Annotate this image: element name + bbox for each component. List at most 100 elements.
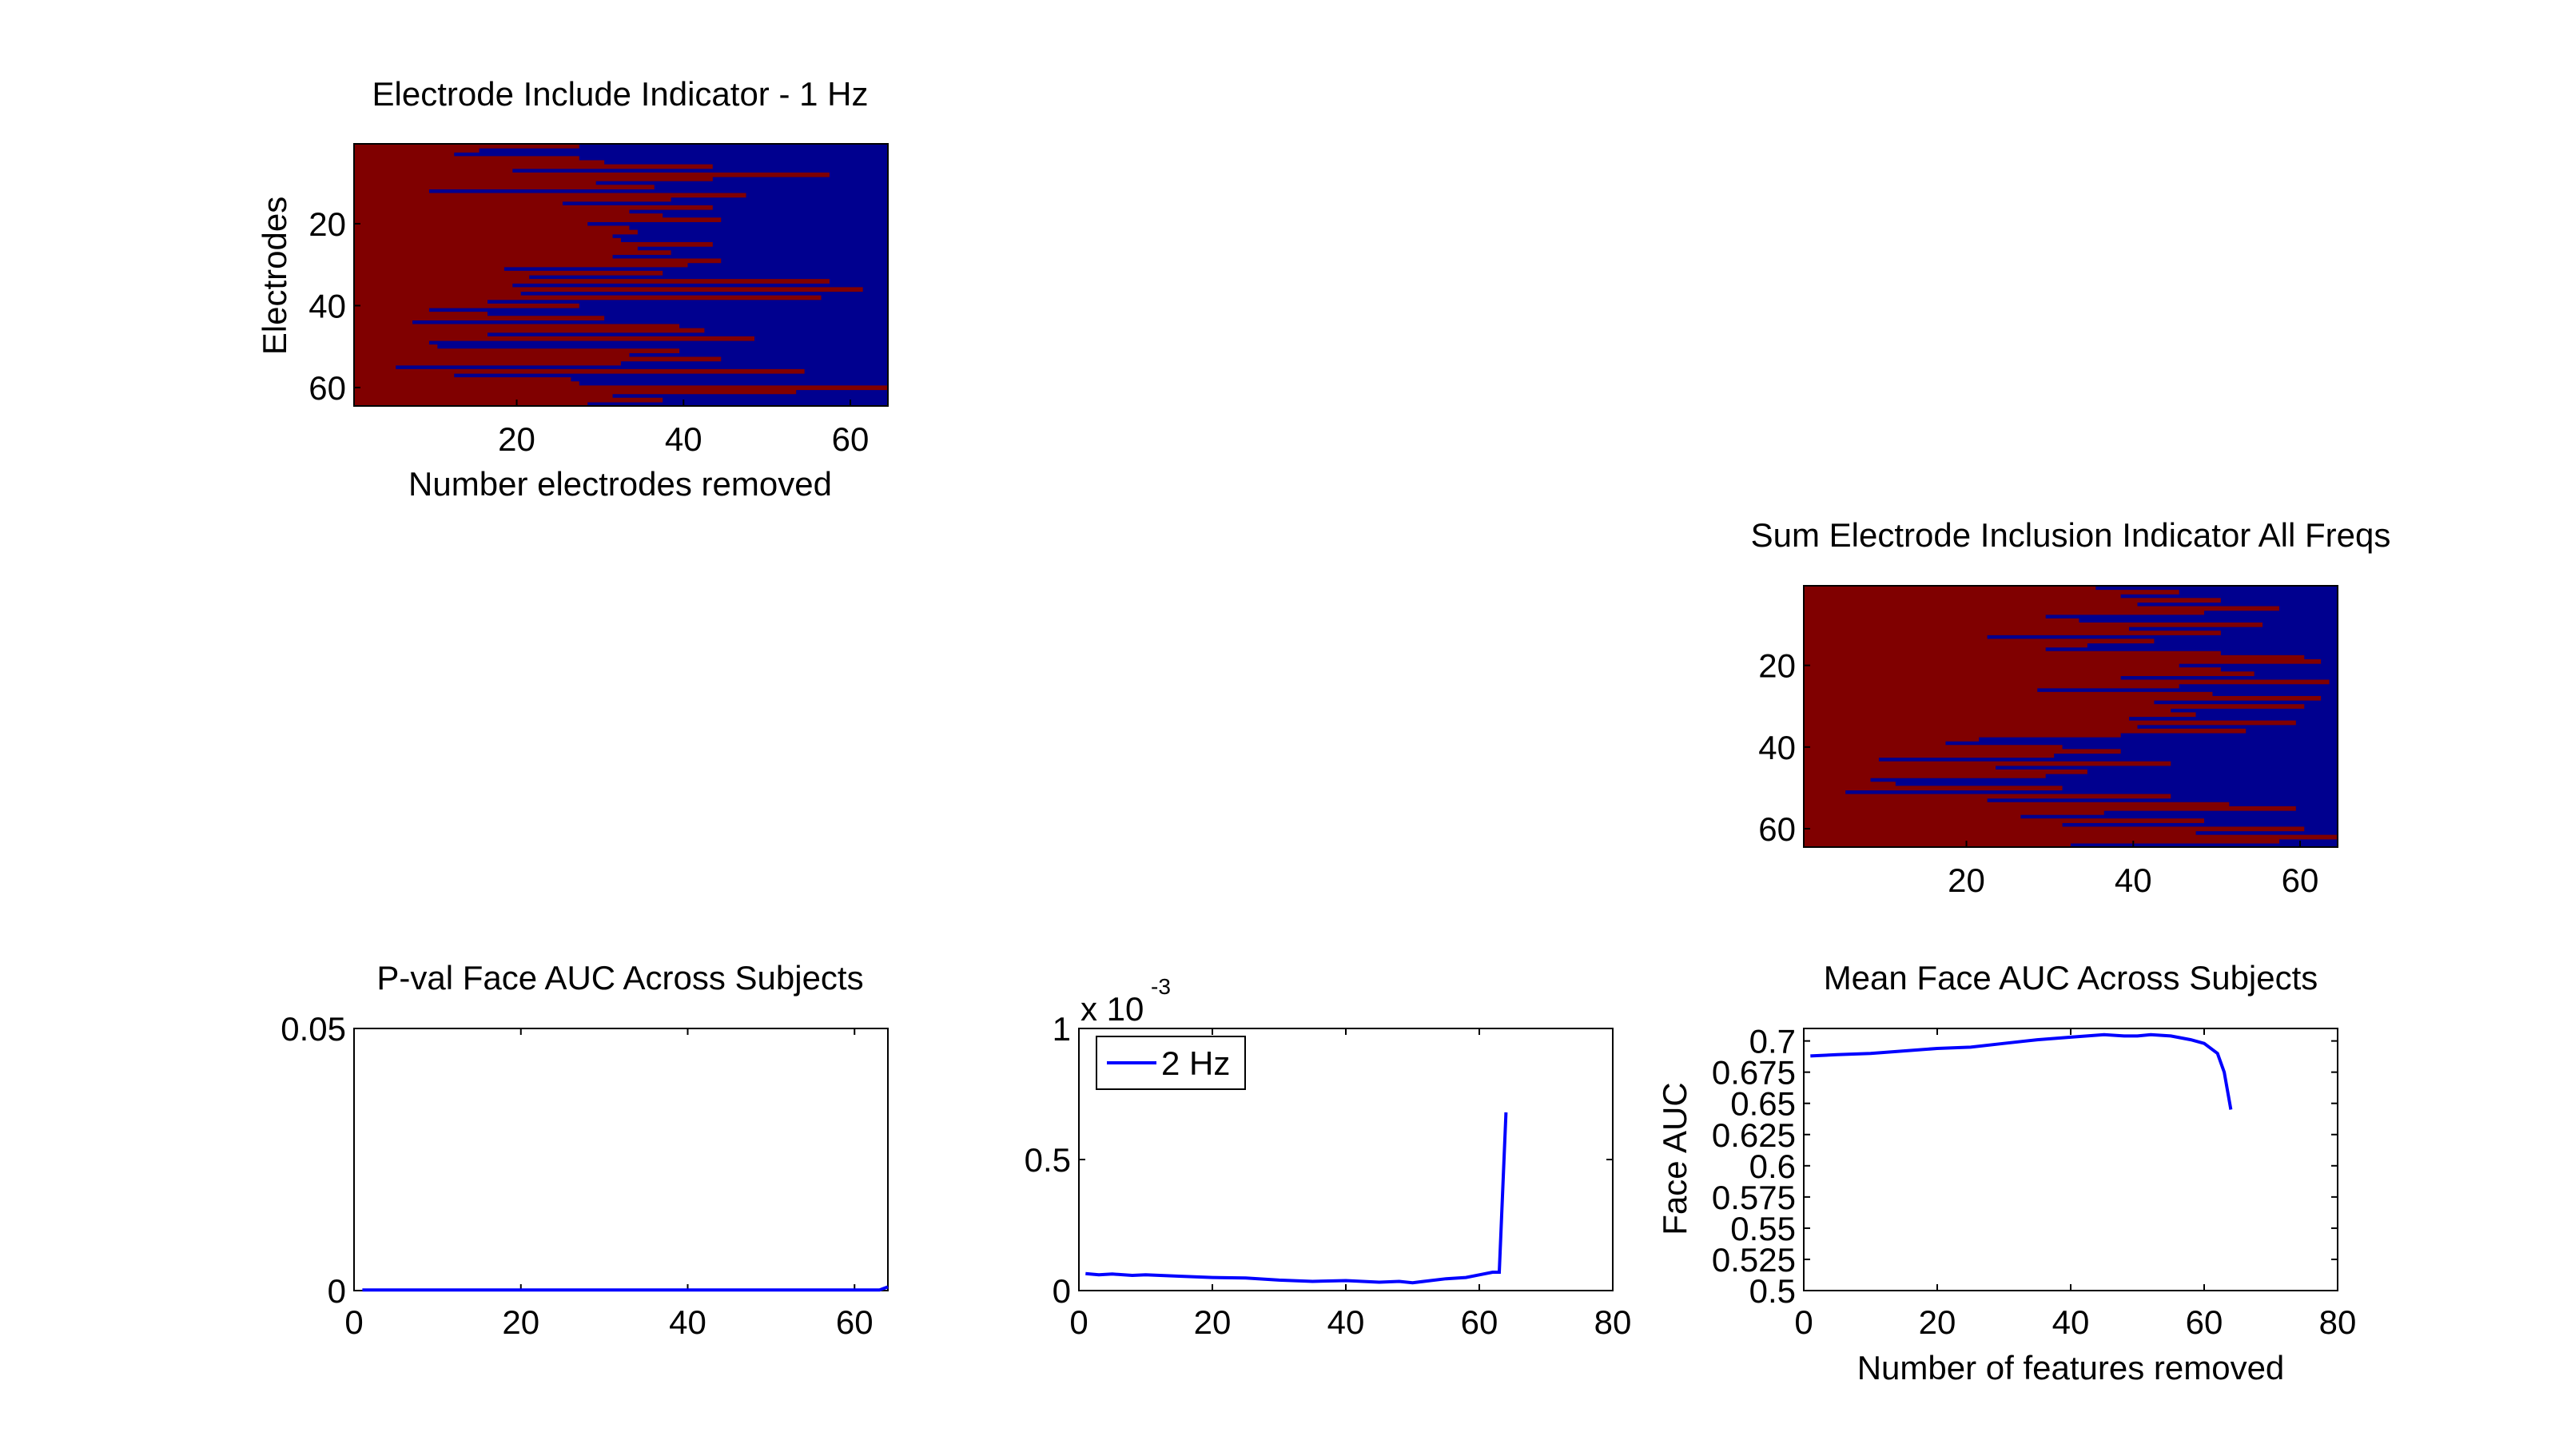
heatmap-allfreqs-row-58 [1804,818,2204,823]
pval2hz-exponent-power: -3 [1151,974,1171,999]
heatmap-1hz-row-14 [354,197,671,202]
pval2hz-xtick-label: 60 [1461,1303,1498,1341]
heatmap-1hz-row-44 [354,320,413,325]
heatmap-allfreqs-xtick-label: 40 [2115,861,2152,899]
heatmap-1hz-xlabel: Number electrodes removed [408,465,832,503]
pval2hz-xtick-label: 40 [1327,1303,1365,1341]
meanauc-ytick-label: 0.5 [1749,1272,1796,1310]
heatmap-1hz-row-5 [354,160,605,165]
meanauc-ytick-label: 0.55 [1730,1210,1796,1247]
heatmap-allfreqs-row-40 [1804,745,2063,750]
pval2hz-ytick-label: 0.5 [1025,1141,1071,1179]
pval-ytick-label: 0.05 [281,1010,346,1048]
pval-ytick-label: 0 [328,1272,346,1310]
heatmap-1hz-row-37 [354,291,521,296]
heatmap-allfreqs-row-27 [1804,691,2213,697]
heatmap-1hz-row-42 [354,312,488,316]
heatmap-1hz-row-64 [354,401,588,407]
heatmap-allfreqs-row-34 [1804,720,2296,726]
pval-ticks: 0 20 40 60 0 0.05 [281,1010,888,1341]
heatmap-allfreqs-row-54 [1804,802,2230,807]
heatmap-allfreqs-title: Sum Electrode Inclusion Indicator All Fr… [1751,516,2391,554]
heatmap-allfreqs-row-55 [1804,806,2296,811]
heatmap-allfreqs-row-39 [1804,741,1946,746]
heatmap-allfreqs-row-44 [1804,761,2171,766]
heatmap-allfreqs-row-64 [1804,842,2071,848]
meanauc-title: Mean Face AUC Across Subjects [1824,959,2318,997]
heatmap-1hz-cells [354,144,888,407]
meanauc-xtick-label: 0 [1794,1303,1813,1341]
meanauc-ytick-label: 0.65 [1730,1085,1796,1123]
heatmap-allfreqs-row-31 [1804,708,2171,713]
heatmap-1hz-row-3 [354,152,455,157]
heatmap-1hz-row-12 [354,189,429,194]
heatmap-allfreqs-row-2 [1804,590,2179,595]
heatmap-allfreqs-row-33 [1804,716,2130,722]
heatmap-1hz-row-6 [354,164,713,169]
meanauc-series-line [1810,1032,2233,1110]
heatmap-1hz-xtick-label: 20 [498,420,535,458]
heatmap-1hz-ticks: 20 40 60 20 40 60 [308,205,869,458]
heatmap-1hz-row-18 [354,213,663,218]
heatmap-allfreqs-row-21 [1804,667,2221,672]
heatmap-allfreqs-row-57 [1804,814,2021,819]
heatmap-1hz-row-55 [354,364,396,370]
meanauc-xlabel: Number of features removed [1857,1349,2285,1386]
heatmap-allfreqs-row-15 [1804,642,2087,648]
pval-xtick-label: 20 [502,1303,539,1341]
heatmap-1hz-xtick-label: 40 [665,420,702,458]
heatmap-1hz-row-34 [354,279,830,284]
heatmap-allfreqs-row-42 [1804,753,2055,758]
heatmap-allfreqs-row-56 [1804,810,2104,815]
pval2hz-legend-label: 2 Hz [1161,1044,1230,1082]
heatmap-1hz-row-35 [354,283,513,288]
heatmap-allfreqs-row-8 [1804,614,2046,619]
heatmap-1hz-row-26 [354,246,638,251]
meanauc-xtick-label: 20 [1919,1303,1956,1341]
heatmap-1hz-row-23 [354,233,613,239]
heatmap-1hz-row-29 [354,258,722,264]
heatmap-allfreqs-row-28 [1804,695,2322,701]
pval2hz-series-line [1085,1112,1508,1285]
pval2hz-ytick-label: 1 [1053,1010,1071,1048]
heatmap-1hz-row-8 [354,172,830,177]
heatmap-1hz-row-16 [354,205,713,210]
heatmap-allfreqs-row-41 [1804,749,2121,754]
meanauc-ytick-label: 0.625 [1712,1116,1796,1154]
heatmap-1hz-ytick-label: 60 [308,369,346,407]
meanauc-ytick-label: 0.7 [1749,1023,1796,1060]
heatmap-1hz-row-47 [354,332,488,337]
heatmap-allfreqs-row-62 [1804,834,2338,840]
heatmap-allfreqs-row-59 [1804,822,2063,828]
heatmap-allfreqs-ytick-label: 40 [1758,729,1796,766]
heatmap-allfreqs-row-19 [1804,658,2322,664]
heatmap-1hz-row-61 [354,389,797,395]
pval-title: P-val Face AUC Across Subjects [376,959,863,997]
heatmap-1hz-row-1 [354,144,579,149]
heatmap-allfreqs-row-25 [1804,683,2179,689]
heatmap-1hz-row-40 [354,303,579,308]
pval2hz-xtick-label: 0 [1069,1303,1088,1341]
heatmap-allfreqs-xtick-label: 60 [2282,861,2319,899]
heatmap-allfreqs-panel: Sum Electrode Inclusion Indicator All Fr… [1751,516,2391,899]
meanauc-axes [1803,1028,2338,1291]
heatmap-allfreqs-xtick-label: 20 [1948,861,1985,899]
pval2hz-ytick-label: 0 [1053,1272,1071,1310]
heatmap-allfreqs-row-20 [1804,663,2179,668]
heatmap-1hz-row-59 [354,381,579,386]
heatmap-1hz-row-63 [354,397,663,403]
heatmap-allfreqs-row-5 [1804,602,2138,607]
meanauc-ytick-label: 0.675 [1712,1054,1796,1092]
heatmap-allfreqs-row-4 [1804,598,2221,603]
heatmap-1hz-row-11 [354,185,655,189]
heatmap-1hz-row-36 [354,287,863,292]
heatmap-allfreqs-row-7 [1804,610,2204,615]
heatmap-1hz-row-41 [354,308,429,312]
heatmap-allfreqs-row-3 [1804,594,2121,599]
heatmap-allfreqs-row-23 [1804,675,2121,681]
meanauc-panel: Mean Face AUC Across Subjects 0 20 40 60 80 0… [1656,959,2356,1386]
heatmap-1hz-row-4 [354,156,579,161]
heatmap-1hz-row-24 [354,237,621,243]
heatmap-allfreqs-row-43 [1804,757,1879,762]
heatmap-1hz-row-58 [354,377,571,382]
